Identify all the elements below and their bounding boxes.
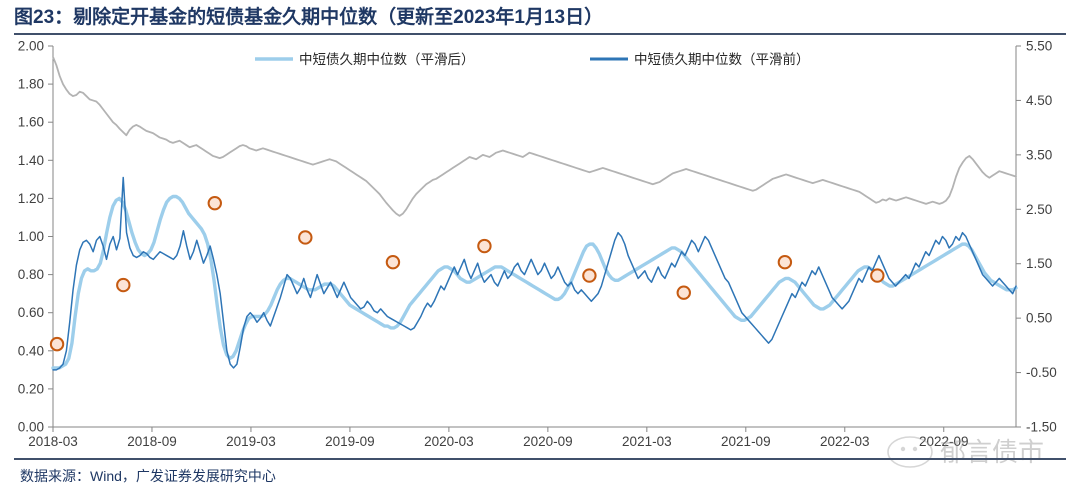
y-tick-label-right: 3.50: [1026, 147, 1052, 162]
y-tick-label-left: 0.00: [18, 420, 44, 435]
y-tick-label-left: 1.60: [18, 115, 44, 130]
data-marker: [477, 238, 492, 254]
x-tick-label: 2020-09: [523, 434, 573, 449]
y-tick-label-left: 0.20: [18, 381, 44, 396]
x-tick-label: 2018-03: [28, 434, 78, 449]
y-tick-label-left: 2.00: [18, 40, 44, 54]
watermark-text: 郁言债市: [940, 438, 1044, 467]
series-line-gray: [52, 55, 1017, 217]
y-tick-label-left: 1.80: [18, 77, 44, 92]
data-marker: [777, 255, 793, 270]
series-line-raw: [52, 176, 1017, 371]
data-marker: [298, 230, 313, 245]
title-divider: [14, 33, 1066, 35]
data-marker: [49, 336, 65, 352]
legend-label: 中短债久期中位数（平滑前）: [634, 51, 810, 67]
x-tick-label: 2019-09: [325, 434, 375, 449]
data-marker: [116, 277, 131, 293]
x-tick-label: 2019-03: [226, 434, 276, 449]
watermark: 郁言债市: [887, 436, 1044, 468]
y-tick-label-right: 2.50: [1026, 202, 1052, 217]
data-marker: [207, 195, 222, 211]
wechat-eye-left: [900, 446, 906, 452]
x-tick-label: 2021-03: [622, 434, 672, 449]
data-marker: [582, 268, 597, 283]
y-tick-label-right: 0.50: [1026, 311, 1052, 326]
wechat-eye-right: [912, 446, 918, 452]
y-tick-label-right: 1.50: [1026, 256, 1052, 271]
x-tick-label: 2020-03: [424, 434, 474, 449]
legend-label: 中短债久期中位数（平滑后）: [299, 52, 475, 67]
y-tick-label-right: 4.50: [1026, 93, 1052, 108]
x-tick-label: 2022-09: [919, 434, 969, 449]
page-title: 图23：剔除定开基金的短债基金久期中位数（更新至2023年1月13日）: [14, 7, 604, 28]
y-tick-label-left: 0.60: [18, 305, 44, 320]
data-marker: [676, 285, 691, 300]
y-tick-label-right: 5.50: [1026, 40, 1052, 54]
x-tick-label: 2021-09: [721, 434, 771, 449]
x-tick-label: 2022-03: [820, 434, 870, 449]
y-tick-label-left: 0.80: [18, 267, 44, 282]
y-tick-label-left: 1.40: [18, 153, 44, 168]
y-tick-label-right: -0.50: [1026, 365, 1057, 380]
figure-title-bar: 图23：剔除定开基金的短债基金久期中位数（更新至2023年1月13日）: [14, 4, 1066, 36]
chart-container: 0.00 0.20 0.40 0.60 0.80 1.00 1.20 1.40 1.60 1.80…: [0, 40, 1080, 455]
data-marker: [870, 268, 885, 283]
line-chart: 0.00 0.20 0.40 0.60 0.80 1.00 1.20 1.40 1.60 1.80…: [18, 40, 1057, 449]
wechat-icon: [887, 436, 933, 468]
y-tick-label-left: 1.00: [18, 229, 44, 244]
axis-frame: [52, 46, 1017, 428]
footer-divider: [14, 458, 1066, 460]
data-marker: [385, 255, 401, 270]
y-tick-label-left: 1.20: [18, 191, 44, 206]
series-line-smoothed: [51, 194, 1018, 370]
x-tick-label: 2018-09: [127, 434, 177, 449]
y-tick-label-left: 0.40: [18, 343, 44, 358]
y-tick-label-right: -1.50: [1026, 420, 1057, 435]
source-note: 数据来源：Wind，广发证券发展研究中心: [20, 468, 276, 484]
